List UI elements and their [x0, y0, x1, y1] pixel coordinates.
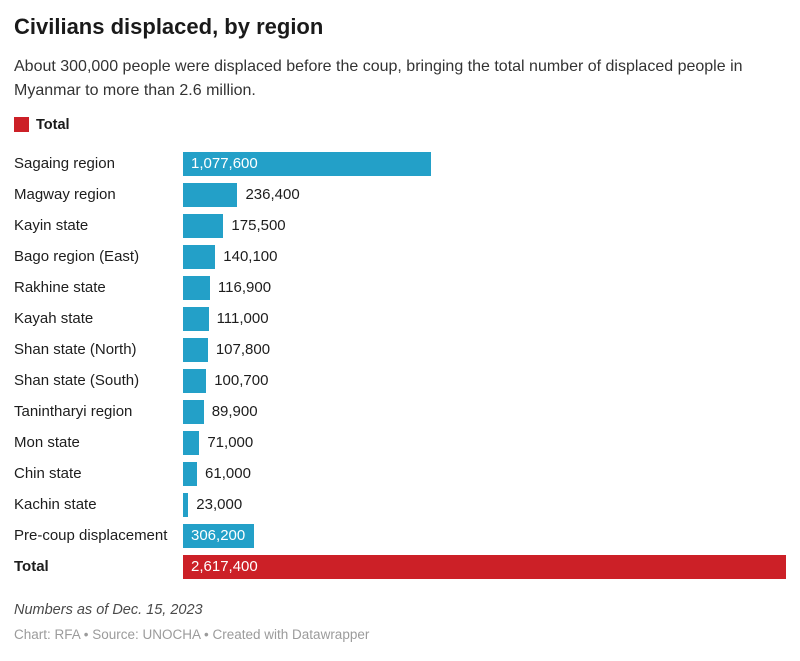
chart-footer: Numbers as of Dec. 15, 2023 Chart: RFA •… — [14, 602, 786, 642]
row-label: Pre-coup displacement — [14, 527, 168, 545]
bar — [183, 244, 216, 269]
bar-track: 111,000 — [183, 306, 786, 331]
bar — [183, 461, 198, 486]
row-label: Total — [14, 558, 49, 576]
footer-credits: Chart: RFA • Source: UNOCHA • Created wi… — [14, 626, 370, 642]
row-label: Shan state (South) — [14, 372, 140, 390]
bar — [183, 306, 209, 331]
chart-row: Shan state (North) 107,800 — [14, 337, 786, 362]
bar — [183, 213, 224, 238]
bar: 2,617,400 — [183, 554, 786, 579]
bar-value: 23,000 — [196, 496, 243, 514]
row-label: Bago region (East) — [14, 248, 140, 266]
chart-row: Kachin state 23,000 — [14, 492, 786, 517]
bar — [183, 368, 207, 393]
bar: 306,200 — [183, 523, 254, 548]
row-label: Rakhine state — [14, 279, 106, 297]
row-label: Mon state — [14, 434, 80, 452]
bar-value: 111,000 — [216, 310, 269, 328]
legend-label: Total — [36, 116, 70, 133]
bar-value: 107,800 — [215, 341, 271, 359]
chart-row: Magway region 236,400 — [14, 182, 786, 207]
chart-subtitle: About 300,000 people were displaced befo… — [14, 58, 743, 100]
bar-track: 107,800 — [183, 337, 786, 362]
chart-row: Pre-coup displacement 306,200 — [14, 523, 786, 548]
row-label: Kachin state — [14, 496, 97, 514]
row-label: Shan state (North) — [14, 341, 137, 359]
legend: Total — [14, 117, 786, 133]
bar-value: 116,900 — [217, 279, 272, 297]
row-label: Tanintharyi region — [14, 403, 133, 421]
bar-chart: Sagaing region 1,077,600 Magway region 236,… — [14, 151, 786, 579]
bar-track: 89,900 — [183, 399, 786, 424]
chart-row: Kayin state 175,500 — [14, 213, 786, 238]
bar — [183, 492, 189, 517]
chart-row: Kayah state 111,000 — [14, 306, 786, 331]
bar-value: 71,000 — [207, 434, 254, 452]
bar-track: 1,077,600 — [183, 151, 786, 176]
page-title: Civilians displaced, by region — [14, 14, 324, 39]
bar — [183, 399, 204, 424]
row-label: Kayin state — [14, 217, 89, 235]
chart-row: Shan state (South) 100,700 — [14, 368, 786, 393]
row-label: Magway region — [14, 186, 116, 204]
bar-value: 2,617,400 — [191, 558, 258, 576]
chart-row: Tanintharyi region 89,900 — [14, 399, 786, 424]
bar-track: 306,200 — [183, 523, 786, 548]
bar-value: 140,100 — [223, 248, 278, 266]
legend-swatch-total — [14, 117, 29, 133]
bar-value: 1,077,600 — [191, 155, 258, 173]
bar — [183, 337, 208, 362]
bar-track: 100,700 — [183, 368, 786, 393]
chart-row: Rakhine state 116,900 — [14, 275, 786, 300]
bar-value: 89,900 — [211, 403, 258, 421]
footer-note: Numbers as of Dec. 15, 2023 — [14, 601, 203, 618]
bar-track: 140,100 — [183, 244, 786, 269]
bar-value: 236,400 — [245, 186, 300, 204]
chart-row: Bago region (East) 140,100 — [14, 244, 786, 269]
row-label: Kayah state — [14, 310, 94, 328]
row-label: Sagaing region — [14, 155, 115, 173]
bar — [183, 430, 200, 455]
bar-value: 306,200 — [191, 527, 246, 545]
bar-track: 61,000 — [183, 461, 786, 486]
chart-row: Total 2,617,400 — [14, 554, 786, 579]
chart-row: Chin state 61,000 — [14, 461, 786, 486]
bar-value: 61,000 — [205, 465, 251, 483]
bar-track: 2,617,400 — [183, 554, 786, 579]
bar-track: 71,000 — [183, 430, 786, 455]
bar: 1,077,600 — [183, 151, 432, 176]
bar-track: 116,900 — [183, 275, 786, 300]
bar-track: 23,000 — [183, 492, 786, 517]
row-label: Chin state — [14, 465, 82, 483]
chart-card: Civilians displaced, by region About 300… — [14, 14, 786, 642]
bar-value: 175,500 — [231, 217, 286, 235]
chart-row: Sagaing region 1,077,600 — [14, 151, 786, 176]
bar-track: 175,500 — [183, 213, 786, 238]
bar-value: 100,700 — [214, 372, 269, 390]
bar — [183, 182, 238, 207]
bar — [183, 275, 210, 300]
chart-row: Mon state 71,000 — [14, 430, 786, 455]
bar-track: 236,400 — [183, 182, 786, 207]
